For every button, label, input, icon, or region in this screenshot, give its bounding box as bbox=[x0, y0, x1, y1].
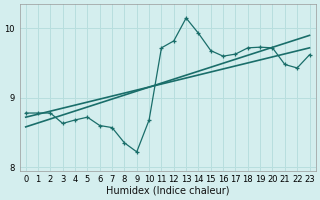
X-axis label: Humidex (Indice chaleur): Humidex (Indice chaleur) bbox=[106, 186, 229, 196]
